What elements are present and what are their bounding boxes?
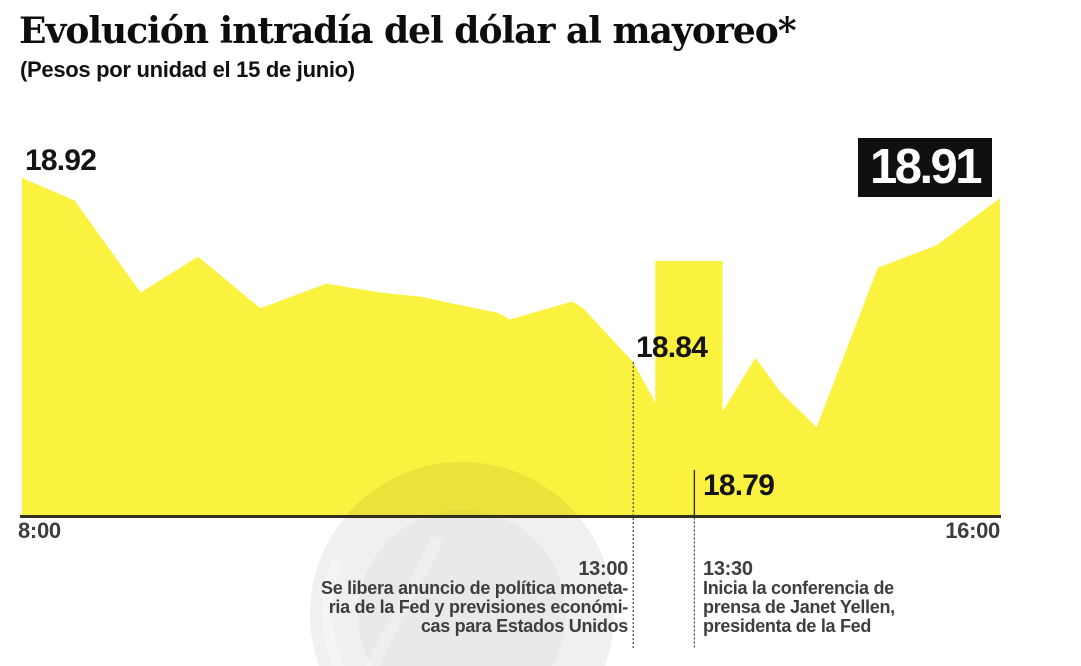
price-spike-shape	[655, 261, 723, 517]
annotation-13-30-line1: Inicia la conferencia de	[703, 578, 894, 598]
annotation-13-30-time: 13:30	[703, 558, 753, 580]
watermark-logo	[310, 462, 614, 666]
value-label-13-00: 18.84	[636, 331, 708, 364]
annotation-13-00-line1: Se libera anuncio de política moneta-	[321, 578, 628, 598]
annotation-13-00: 13:00 Se libera anuncio de política mone…	[321, 558, 629, 636]
annotation-13-00-time: 13:00	[578, 558, 628, 580]
x-axis-label-start: 8:00	[18, 518, 61, 543]
value-label-close-box: 18.91	[858, 138, 992, 197]
annotation-13-30-line2: prensa de Janet Yellen,	[703, 597, 895, 617]
price-area-shape	[22, 178, 1000, 517]
annotation-13-00-line2: ria de la Fed y previsiones económi-	[328, 597, 629, 617]
value-label-13-30: 18.79	[703, 469, 775, 502]
annotation-13-00-line3: cas para Estados Unidos	[420, 616, 628, 636]
value-label-open: 18.92	[25, 144, 97, 177]
annotation-13-30: 13:30 Inicia la conferencia de prensa de…	[703, 558, 895, 636]
page-subtitle: (Pesos por unidad el 15 de junio)	[20, 57, 355, 82]
page-title: Evolución intradía del dólar al mayoreo*	[19, 10, 797, 52]
x-axis-label-end: 16:00	[945, 518, 1000, 543]
annotation-13-30-line3: presidenta de la Fed	[703, 616, 872, 636]
